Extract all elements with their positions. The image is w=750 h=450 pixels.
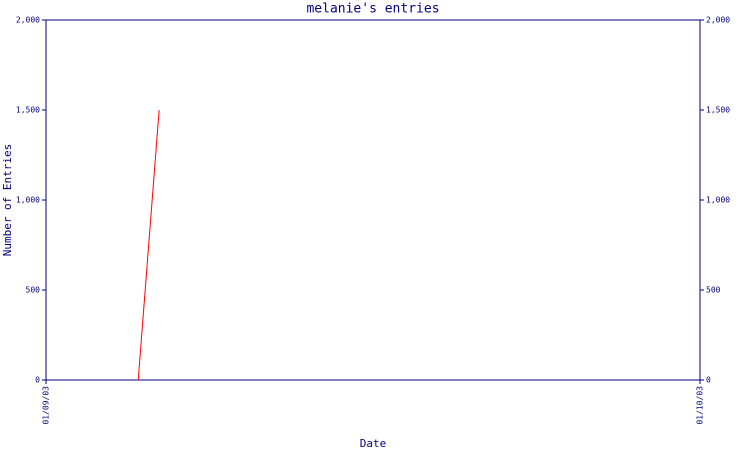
y-tick-label: 500 [26,286,41,295]
y2-tick-label: 0 [706,376,711,385]
y2-tick-label: 2,000 [706,16,730,25]
y-tick-label: 1,500 [16,106,40,115]
data-line [137,109,160,381]
y-tick-label: 0 [35,376,40,385]
y-axis-label: Number of Entries [1,144,14,257]
y2-tick-label: 1,500 [706,106,730,115]
y-tick-label: 2,000 [16,16,40,25]
chart-title: melanie's entries [306,2,439,17]
x-axis-label: Date [360,437,387,450]
y2-tick-label: 500 [706,286,721,295]
y-tick-label: 1,000 [16,196,40,205]
x-tick-label: 01/09/03 [42,386,51,425]
y2-tick-label: 1,000 [706,196,730,205]
x-tick-label: 01/10/03 [696,386,705,425]
